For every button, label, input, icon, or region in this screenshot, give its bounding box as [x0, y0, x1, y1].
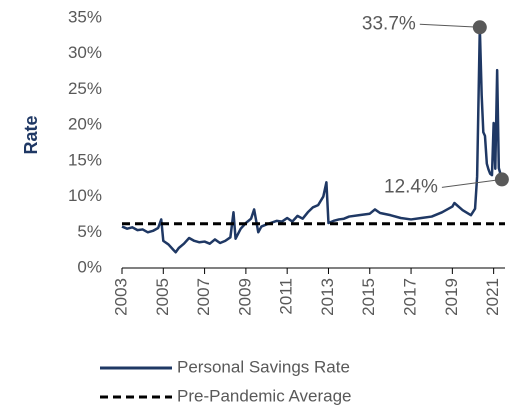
data-label: 12.4% [384, 176, 438, 197]
y-tick-label: 5% [77, 222, 102, 241]
x-tick-label: 2021 [483, 278, 502, 316]
x-tick-label: 2005 [153, 278, 172, 316]
x-tick-label: 2011 [277, 278, 296, 315]
y-tick-label: 15% [68, 150, 102, 169]
y-tick-label: 20% [68, 115, 102, 134]
x-tick-label: 2009 [235, 278, 254, 316]
x-tick-label: 2017 [401, 278, 420, 316]
legend-label: Pre-Pandemic Average [177, 386, 352, 405]
annotation-leader [419, 23, 480, 28]
series-line [121, 26, 504, 254]
y-tick-label: 10% [68, 186, 102, 205]
y-tick-label: 25% [68, 79, 102, 98]
y-tick-label: 30% [68, 43, 102, 62]
legend-label: Personal Savings Rate [177, 357, 350, 376]
x-tick-label: 2007 [194, 278, 213, 316]
x-tick-label: 2013 [318, 278, 337, 316]
y-axis-label: Rate [21, 115, 41, 154]
annotation-leader [441, 178, 502, 188]
annotation-marker [472, 20, 487, 35]
y-tick-label: 0% [77, 257, 102, 276]
x-tick-label: 2003 [111, 278, 130, 316]
x-tick-label: 2015 [359, 278, 378, 316]
data-label: 33.7% [362, 13, 416, 34]
annotation-marker [494, 172, 509, 187]
x-tick-label: 2019 [442, 278, 461, 316]
y-tick-label: 35% [68, 7, 102, 26]
